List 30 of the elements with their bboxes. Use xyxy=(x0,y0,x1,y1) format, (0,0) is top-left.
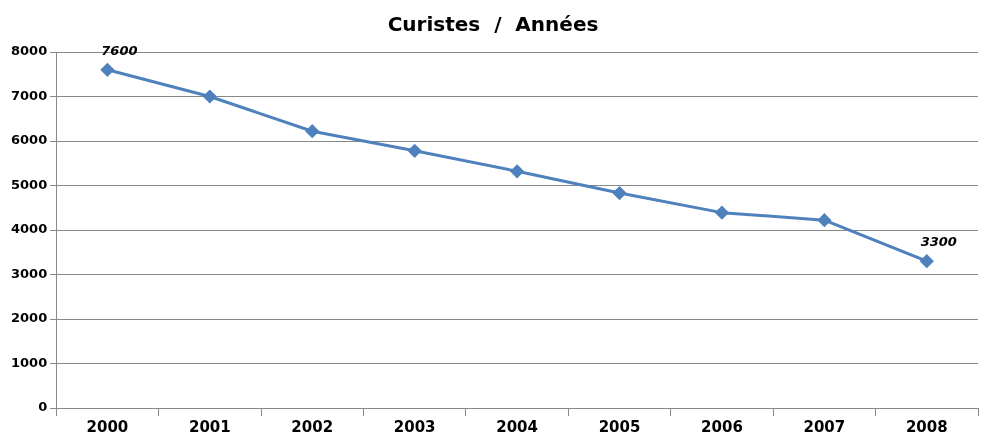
y-tick-label: 0 xyxy=(38,399,48,415)
y-tick-label: 4000 xyxy=(10,221,48,237)
y-tick-label: 3000 xyxy=(10,265,48,281)
point xyxy=(510,164,524,178)
point xyxy=(715,206,729,220)
x-tick-label: 2006 xyxy=(701,417,743,436)
chart-title: Curistes / Années xyxy=(387,12,599,37)
point xyxy=(408,144,422,158)
point xyxy=(100,63,114,77)
point xyxy=(305,124,319,138)
x-tick-label: 2004 xyxy=(496,417,538,436)
data-label: 3300 xyxy=(920,234,957,250)
y-tick-label: 7000 xyxy=(10,87,48,103)
point xyxy=(817,213,831,227)
y-tick-label: 2000 xyxy=(10,310,48,326)
y-tick-label: 1000 xyxy=(10,354,48,370)
y-tick-label: 6000 xyxy=(10,132,48,148)
point xyxy=(203,90,217,103)
y-tick-label: 8000 xyxy=(10,43,48,59)
point xyxy=(920,254,934,268)
x-tick-label: 2003 xyxy=(393,417,436,436)
x-tick-label: 2008 xyxy=(905,417,948,436)
x-tick-label: 2001 xyxy=(188,417,231,436)
x-tick-label: 2002 xyxy=(291,417,334,436)
x-tick-label: 2007 xyxy=(803,417,846,436)
x-tick-label: 2000 xyxy=(86,417,129,436)
data-label: 7600 xyxy=(101,42,138,58)
point xyxy=(613,186,627,200)
x-tick-label: 2005 xyxy=(598,417,641,436)
y-tick-label: 5000 xyxy=(10,176,48,192)
